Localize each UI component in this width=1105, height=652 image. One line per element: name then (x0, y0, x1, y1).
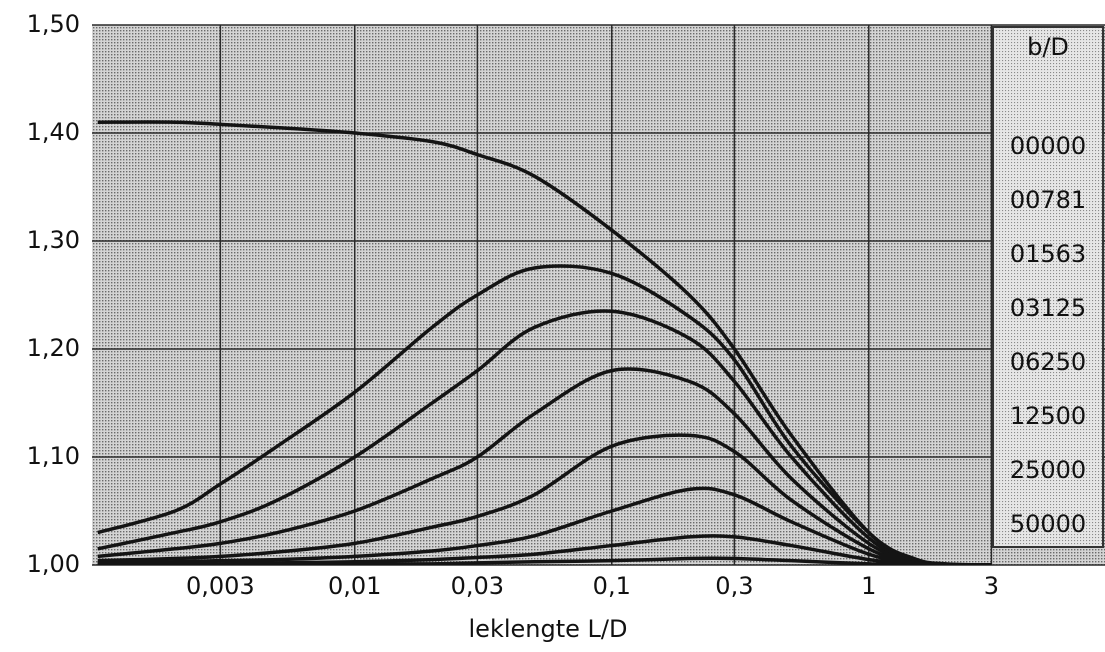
plot-area (92, 25, 1105, 565)
legend-label: 25000 (1010, 456, 1086, 484)
y-tick-label: 1,30 (27, 226, 80, 254)
series-line (97, 367, 992, 565)
legend-box (992, 26, 1104, 548)
series-line (97, 486, 992, 565)
y-tick-label: 1,50 (27, 10, 80, 38)
x-tick-label: 0,03 (451, 572, 504, 600)
series-line (97, 264, 992, 565)
legend-label: 50000 (1010, 510, 1086, 538)
legend-label: 06250 (1010, 348, 1086, 376)
y-tick-label: 1,00 (27, 550, 80, 578)
x-tick-label: 0,3 (715, 572, 753, 600)
series-line (97, 433, 992, 565)
legend-label: 12500 (1010, 402, 1086, 430)
y-tick-label: 1,20 (27, 334, 80, 362)
series-line (97, 556, 992, 565)
x-tick-label: 0,003 (186, 572, 255, 600)
y-tick-label: 1,10 (27, 442, 80, 470)
x-tick-label: 0,1 (593, 572, 631, 600)
legend-label: 03125 (1010, 294, 1086, 322)
x-tick-label: 3 (984, 572, 999, 600)
x-tick-label: 1 (861, 572, 876, 600)
y-tick-label: 1,40 (27, 118, 80, 146)
legend-label: 01563 (1010, 240, 1086, 268)
x-axis-label: leklengte L/D (469, 615, 628, 643)
series-line (97, 309, 992, 565)
legend-label: 00781 (1010, 186, 1086, 214)
x-tick-label: 0,01 (328, 572, 381, 600)
legend-title: b/D (1027, 33, 1069, 61)
legend-label: 00000 (1010, 132, 1086, 160)
